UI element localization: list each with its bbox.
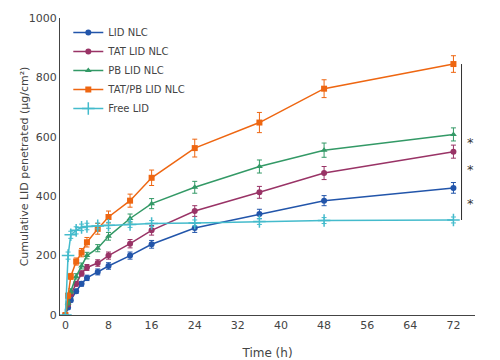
svg-text:400: 400 xyxy=(36,190,57,203)
svg-text:0: 0 xyxy=(62,319,69,332)
svg-text:TAT/PB LID NLC: TAT/PB LID NLC xyxy=(107,84,184,95)
svg-text:Cumulative LID penetrated (μg/: Cumulative LID penetrated (μg/cm²) xyxy=(18,67,31,267)
svg-text:*: * xyxy=(467,196,474,211)
svg-text:40: 40 xyxy=(274,319,288,332)
svg-text:*: * xyxy=(467,135,474,150)
svg-text:*: * xyxy=(467,162,474,177)
svg-text:Time (h): Time (h) xyxy=(241,346,292,360)
svg-text:72: 72 xyxy=(446,319,460,332)
svg-text:0: 0 xyxy=(50,309,57,322)
svg-text:TAT LID NLC: TAT LID NLC xyxy=(107,46,168,57)
svg-text:24: 24 xyxy=(188,319,202,332)
svg-text:64: 64 xyxy=(403,319,417,332)
svg-text:8: 8 xyxy=(105,319,112,332)
svg-text:56: 56 xyxy=(360,319,374,332)
svg-text:600: 600 xyxy=(36,131,57,144)
svg-text:800: 800 xyxy=(36,71,57,84)
svg-text:16: 16 xyxy=(145,319,159,332)
svg-text:Free LID: Free LID xyxy=(108,103,149,114)
svg-text:PB LID NLC: PB LID NLC xyxy=(108,65,164,76)
svg-text:48: 48 xyxy=(317,319,331,332)
svg-text:200: 200 xyxy=(36,249,57,262)
svg-text:1000: 1000 xyxy=(29,12,57,25)
svg-text:LID NLC: LID NLC xyxy=(108,27,147,38)
svg-text:32: 32 xyxy=(231,319,245,332)
